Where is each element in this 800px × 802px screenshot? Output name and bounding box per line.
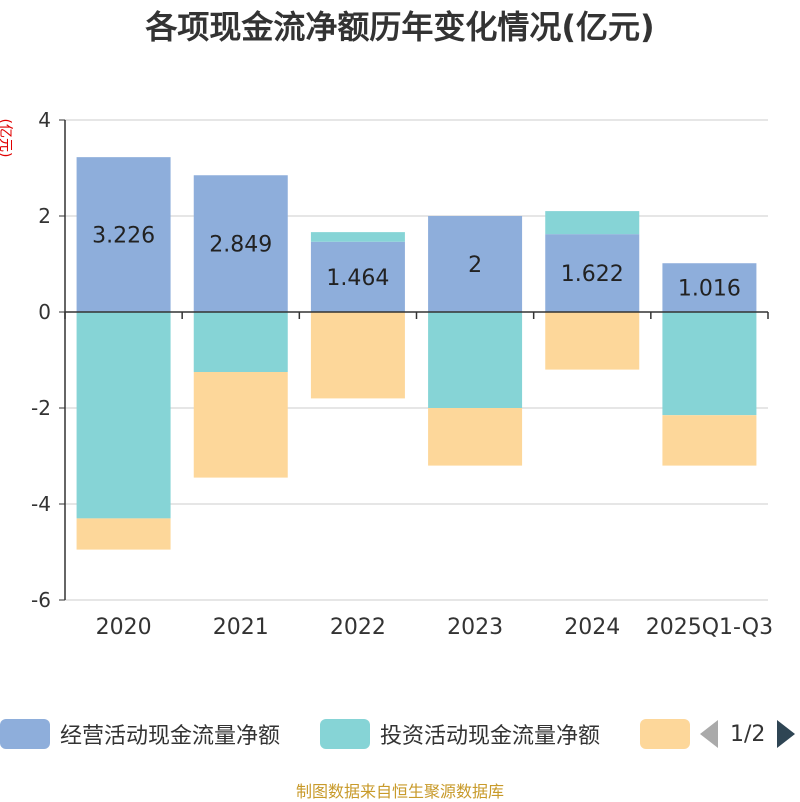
legend: 经营活动现金流量净额 投资活动现金流量净额 1/2 bbox=[0, 712, 800, 756]
y-tick-label: -4 bbox=[31, 492, 51, 516]
legend-swatch-operating bbox=[0, 719, 50, 749]
bar-segment bbox=[310, 232, 405, 242]
bar-segment bbox=[545, 312, 640, 370]
legend-label-operating: 经营活动现金流量净额 bbox=[60, 724, 281, 749]
y-tick-label: 0 bbox=[38, 300, 51, 324]
x-tick-label: 2024 bbox=[564, 615, 620, 640]
x-tick-label: 2025Q1-Q3 bbox=[646, 615, 773, 640]
bar-value-label: 1.016 bbox=[678, 277, 741, 302]
bar-segment bbox=[428, 216, 523, 312]
x-tick-label: 2022 bbox=[330, 615, 386, 640]
legend-item-operating[interactable]: 经营活动现金流量净额 bbox=[0, 718, 280, 750]
legend-page-indicator: 1/2 bbox=[730, 721, 766, 747]
chart-title: 各项现金流净额历年变化情况(亿元) bbox=[145, 8, 655, 46]
bar-segment bbox=[193, 372, 288, 478]
bar-segment bbox=[662, 312, 757, 416]
bar-segment bbox=[76, 312, 171, 519]
y-tick-label: -6 bbox=[31, 588, 51, 612]
bar-segment bbox=[545, 211, 640, 235]
legend-prev-page-icon[interactable] bbox=[700, 720, 718, 748]
bar-value-label: 1.622 bbox=[561, 262, 624, 287]
data-source-note: 制图数据来自恒生聚源数据库 bbox=[295, 782, 504, 801]
bar-segment bbox=[428, 408, 523, 466]
legend-swatch-financing bbox=[640, 719, 690, 749]
legend-pager: 1/2 bbox=[700, 718, 796, 750]
legend-next-page-icon[interactable] bbox=[777, 720, 796, 748]
legend-label-investing: 投资活动现金流量净额 bbox=[380, 724, 601, 749]
bar-segment bbox=[76, 157, 171, 312]
chart-plot: -6 -4 -2 0 2 4 2020 2021 2022 2023 2024 2025Q1-Q3 3… bbox=[31, 108, 773, 640]
x-tick-label: 2020 bbox=[96, 615, 152, 640]
bar-segment bbox=[193, 312, 288, 372]
bar-segment bbox=[193, 175, 288, 312]
legend-item-investing[interactable]: 投资活动现金流量净额 bbox=[320, 718, 600, 750]
bar-value-label: 3.226 bbox=[92, 224, 155, 249]
bar-segment bbox=[662, 263, 757, 312]
y-tick-label: -2 bbox=[31, 396, 51, 420]
bar-segment bbox=[310, 312, 405, 399]
bar-segment bbox=[545, 234, 640, 312]
bar-segment bbox=[310, 241, 405, 312]
bar-value-label: 1.464 bbox=[326, 266, 389, 291]
bar-value-label: 2.849 bbox=[209, 233, 272, 258]
bar-segment bbox=[428, 312, 523, 408]
y-tick-label: 2 bbox=[38, 204, 51, 228]
bar-value-label: 2 bbox=[468, 253, 482, 278]
x-tick-label: 2021 bbox=[213, 615, 269, 640]
y-tick-label: 4 bbox=[38, 108, 51, 132]
legend-swatch-investing bbox=[320, 719, 370, 749]
bar-segment bbox=[76, 518, 171, 550]
bar-segment bbox=[662, 415, 757, 466]
x-tick-label: 2023 bbox=[447, 615, 503, 640]
legend-item-financing[interactable] bbox=[640, 718, 700, 750]
